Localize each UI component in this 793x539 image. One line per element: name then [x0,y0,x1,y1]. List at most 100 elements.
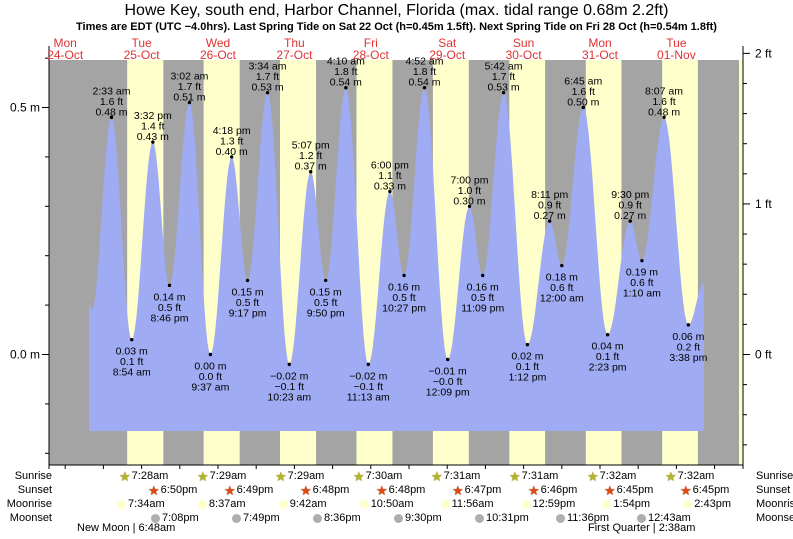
high-tide-annotation: 1.8 ft [334,66,357,78]
moonset-circle-icon [151,513,160,523]
day-name-label: Mon [588,36,611,50]
sunset-time: 6:47pm [464,484,502,496]
sunrise-time: 7:32am [677,470,715,482]
high-tide-annotation: 6:00 pm [371,159,409,171]
low-tide-dot [480,273,485,278]
high-tide-dot [187,100,192,105]
high-tide-annotation: 1.1 ft [378,170,401,182]
low-tide-annotation: 10:27 pm [382,302,426,314]
day-name-label: Sun [513,36,534,50]
low-tide-annotation: 0.06 m [672,331,704,343]
high-tide-dot [501,90,506,95]
high-tide-annotation: 1.3 ft [220,135,243,147]
day-date-label: 27-Oct [276,48,313,62]
low-tide-annotation: 0.5 ft [471,292,494,304]
edge-day-strip [739,60,743,465]
sunrise-entry: ★ 7:29am [275,469,324,483]
sunrise-entry: ★ 7:31am [509,469,558,483]
low-tide-annotation: 12:00 am [540,293,584,305]
sunset-star-icon: ★ [528,482,540,498]
moonset-entry: 12:43am [637,511,691,525]
high-tide-annotation: 0.30 m [453,195,485,207]
day-name-label: Mon [54,36,77,50]
low-tide-annotation: 3:38 pm [669,352,707,364]
new-moon-note: New Moon | 6:48am [77,522,176,534]
moonset-entry: 11:36pm [556,511,609,525]
moonrise-circle-icon [197,499,207,509]
sunrise-time: 7:32am [599,470,637,482]
high-tide-dot [467,204,472,208]
high-tide-annotation: 4:52 am [406,56,444,68]
moonrise-circle-icon [521,499,531,509]
moonrise-circle-icon [683,499,693,509]
high-tide-annotation: 0.48 m [648,106,680,118]
sunset-entry: ★ 6:50pm [148,483,197,497]
high-tide-dot [229,155,234,159]
low-tide-annotation: 10:23 am [267,391,311,403]
high-tide-annotation: 0.37 m [295,161,327,173]
moonset-time: 7:08pm [162,512,199,524]
low-tide-annotation: 0.16 m [467,281,499,293]
sunrise-entry: ★ 7:30am [353,469,402,483]
moonset-time: 8:36pm [324,512,361,524]
low-tide-annotation: 12:09 pm [426,386,470,398]
sunrise-star-icon: ★ [275,468,287,484]
moonset-entry: 7:49pm [232,511,280,525]
day-date-label: 25-Oct [124,48,161,62]
sunset-star-icon: ★ [680,482,692,498]
low-tide-annotation: −0.1 ft [275,381,305,393]
moonrise-entry: 12:59pm [521,497,575,511]
sunset-time: 6:49pm [236,484,274,496]
low-tide-annotation: 0.02 m [511,351,543,363]
sunset-time: 6:45pm [616,484,654,496]
moonrise-circle-icon [278,499,288,509]
high-tide-annotation: 0.54 m [330,77,362,89]
low-tide-annotation: 1:10 am [623,288,661,300]
high-tide-annotation: 0.9 ft [619,200,642,212]
sunrise-time: 7:31am [443,470,481,482]
high-tide-annotation: 0.27 m [534,210,566,222]
high-tide-annotation: 7:00 pm [451,174,489,186]
high-tide-annotation: 1.4 ft [141,121,164,133]
sunset-star-icon: ★ [452,482,464,498]
low-tide-annotation: 0.2 ft [677,341,700,353]
sunrise-time: 7:29am [209,470,247,482]
low-tide-annotation: 0.5 ft [158,302,181,314]
day-date-label: 30-Oct [506,48,543,62]
moonrise-circle-icon [440,499,450,509]
almanac-row-label-moonrise-right: Moonrise [756,498,793,510]
left-axis-label: 0.0 m [10,348,40,362]
moonrise-entry: 8:37am [197,497,246,511]
low-tide-dot [686,323,691,327]
moonset-entry: 7:08pm [151,511,199,525]
sunset-entry: ★ 6:47pm [452,483,501,497]
low-tide-annotation: 0.19 m [626,267,658,279]
high-tide-annotation: 9:30 pm [611,189,649,201]
day-date-label: 24-Oct [47,48,84,62]
sunset-star-icon: ★ [376,482,388,498]
sunrise-star-icon: ★ [119,468,131,484]
high-tide-dot [662,115,666,120]
moonrise-time: 9:42am [289,498,327,510]
sunset-time: 6:48pm [388,484,426,496]
day-date-label: 26-Oct [200,48,237,62]
high-tide-annotation: 0.33 m [374,180,406,192]
moonset-circle-icon [556,513,565,523]
sunrise-star-icon: ★ [665,468,677,484]
high-tide-annotation: 5:07 pm [292,140,330,152]
low-tide-annotation: 0.14 m [153,291,185,303]
low-tide-annotation: 11:09 pm [461,302,504,314]
high-tide-annotation: 1.7 ft [492,71,515,83]
sunset-entry: ★ 6:45pm [604,483,653,497]
high-tide-annotation: 4:18 pm [213,125,251,137]
high-tide-annotation: 0.43 m [137,131,169,143]
high-tide-annotation: 1.2 ft [299,150,322,162]
sunrise-star-icon: ★ [509,468,521,484]
low-tide-annotation: 11:13 am [347,391,390,403]
sunrise-star-icon: ★ [353,468,365,484]
sunset-entry: ★ 6:49pm [224,483,273,497]
sunrise-entry: ★ 7:32am [665,469,714,483]
moonrise-time: 10:50am [370,498,414,510]
